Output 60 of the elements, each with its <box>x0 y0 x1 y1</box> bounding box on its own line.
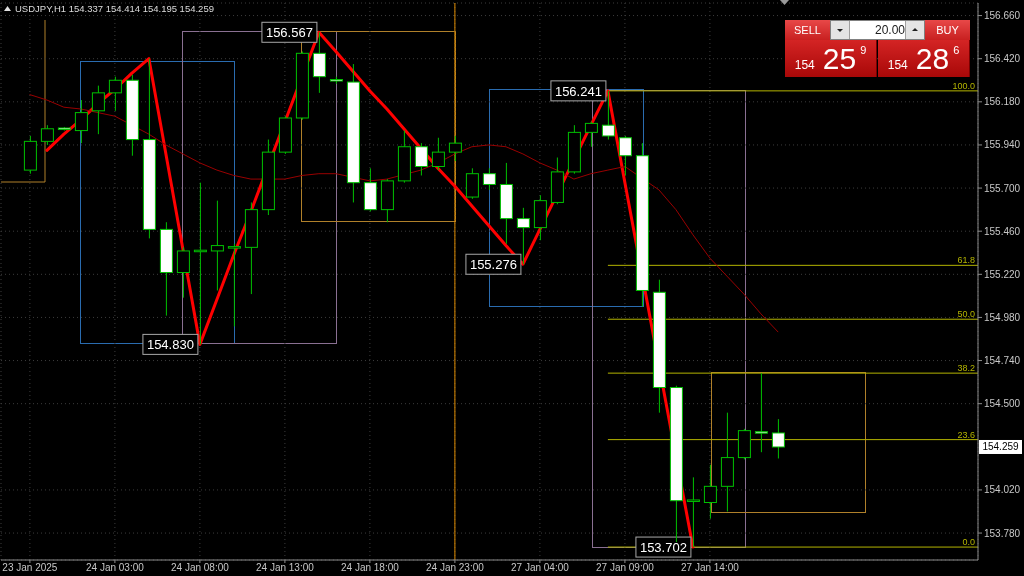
candlestick <box>414 142 428 176</box>
annotation: 61.8 <box>957 255 975 266</box>
price-box: 154 25$^{9}$ <box>785 40 877 77</box>
text: 154.259 <box>982 441 1020 453</box>
y-tick-label: 154.020 <box>984 484 1021 496</box>
annotation: 0.0 <box>962 537 975 548</box>
candlestick <box>176 246 190 299</box>
candlestick <box>465 167 479 200</box>
y-tick-label: 156.180 <box>984 96 1021 108</box>
number-field: 20.00 <box>830 20 925 40</box>
candlestick <box>210 200 224 291</box>
candlestick <box>431 137 445 171</box>
candlestick <box>91 85 105 135</box>
price-box: 154 28$^{6}$ <box>878 40 970 77</box>
candlestick <box>227 243 241 327</box>
candlestick <box>601 90 615 141</box>
annotation: 38.2 <box>957 363 975 374</box>
annotation: 50.0 <box>957 309 975 320</box>
annotation: 23.6 <box>957 429 975 440</box>
buy-button: BUY <box>925 20 970 40</box>
y-tick-label: 156.660 <box>984 10 1021 22</box>
x-tick-label: 27 Jan 09:00 <box>595 562 655 574</box>
annotation: 100.0 <box>952 80 975 91</box>
sell-button: SELL <box>785 20 830 40</box>
y-tick-label: 155.220 <box>984 268 1021 280</box>
candlestick <box>74 99 88 144</box>
candlestick <box>703 464 717 520</box>
y-tick-label: 154.740 <box>984 355 1021 367</box>
candlestick <box>584 121 598 148</box>
data-label: 153.702 <box>639 540 687 556</box>
y-tick-label: 155.940 <box>984 139 1021 151</box>
y-tick-label: 156.420 <box>984 53 1021 65</box>
x-tick-label: 24 Jan 18:00 <box>340 562 400 574</box>
chart-title: USDJPY,H1 154.337 154.414 154.195 154.259 <box>15 3 214 14</box>
candlestick <box>448 135 462 162</box>
candlestick <box>40 124 54 146</box>
x-tick-label: 27 Jan 04:00 <box>510 562 570 574</box>
y-tick-label: 155.460 <box>984 225 1021 237</box>
candlestick <box>754 372 768 453</box>
y-tick-label: 154.500 <box>984 398 1021 410</box>
candlestick <box>482 167 496 191</box>
candlestick <box>618 135 632 176</box>
candlestick <box>516 207 530 265</box>
x-tick-label: 24 Jan 23:00 <box>425 562 485 574</box>
data-label: 156.241 <box>554 83 602 99</box>
y-tick-label: 154.980 <box>984 311 1021 323</box>
x-tick-label: 27 Jan 14:00 <box>680 562 740 574</box>
x-tick-label: 24 Jan 08:00 <box>170 562 230 574</box>
candlestick <box>771 418 785 459</box>
y-tick-label: 153.780 <box>984 527 1021 539</box>
data-label: 154.830 <box>146 337 194 353</box>
data-label: 155.276 <box>469 257 517 273</box>
x-tick-label: 24 Jan 03:00 <box>85 562 145 574</box>
candlestick <box>108 76 122 112</box>
x-tick-label: 23 Jan 2025 <box>2 562 58 574</box>
y-tick-label: 155.700 <box>984 182 1021 194</box>
x-tick-label: 24 Jan 13:00 <box>255 562 315 574</box>
line-series <box>29 94 779 333</box>
candlestick <box>312 31 326 94</box>
data-label: 156.567 <box>265 25 313 41</box>
